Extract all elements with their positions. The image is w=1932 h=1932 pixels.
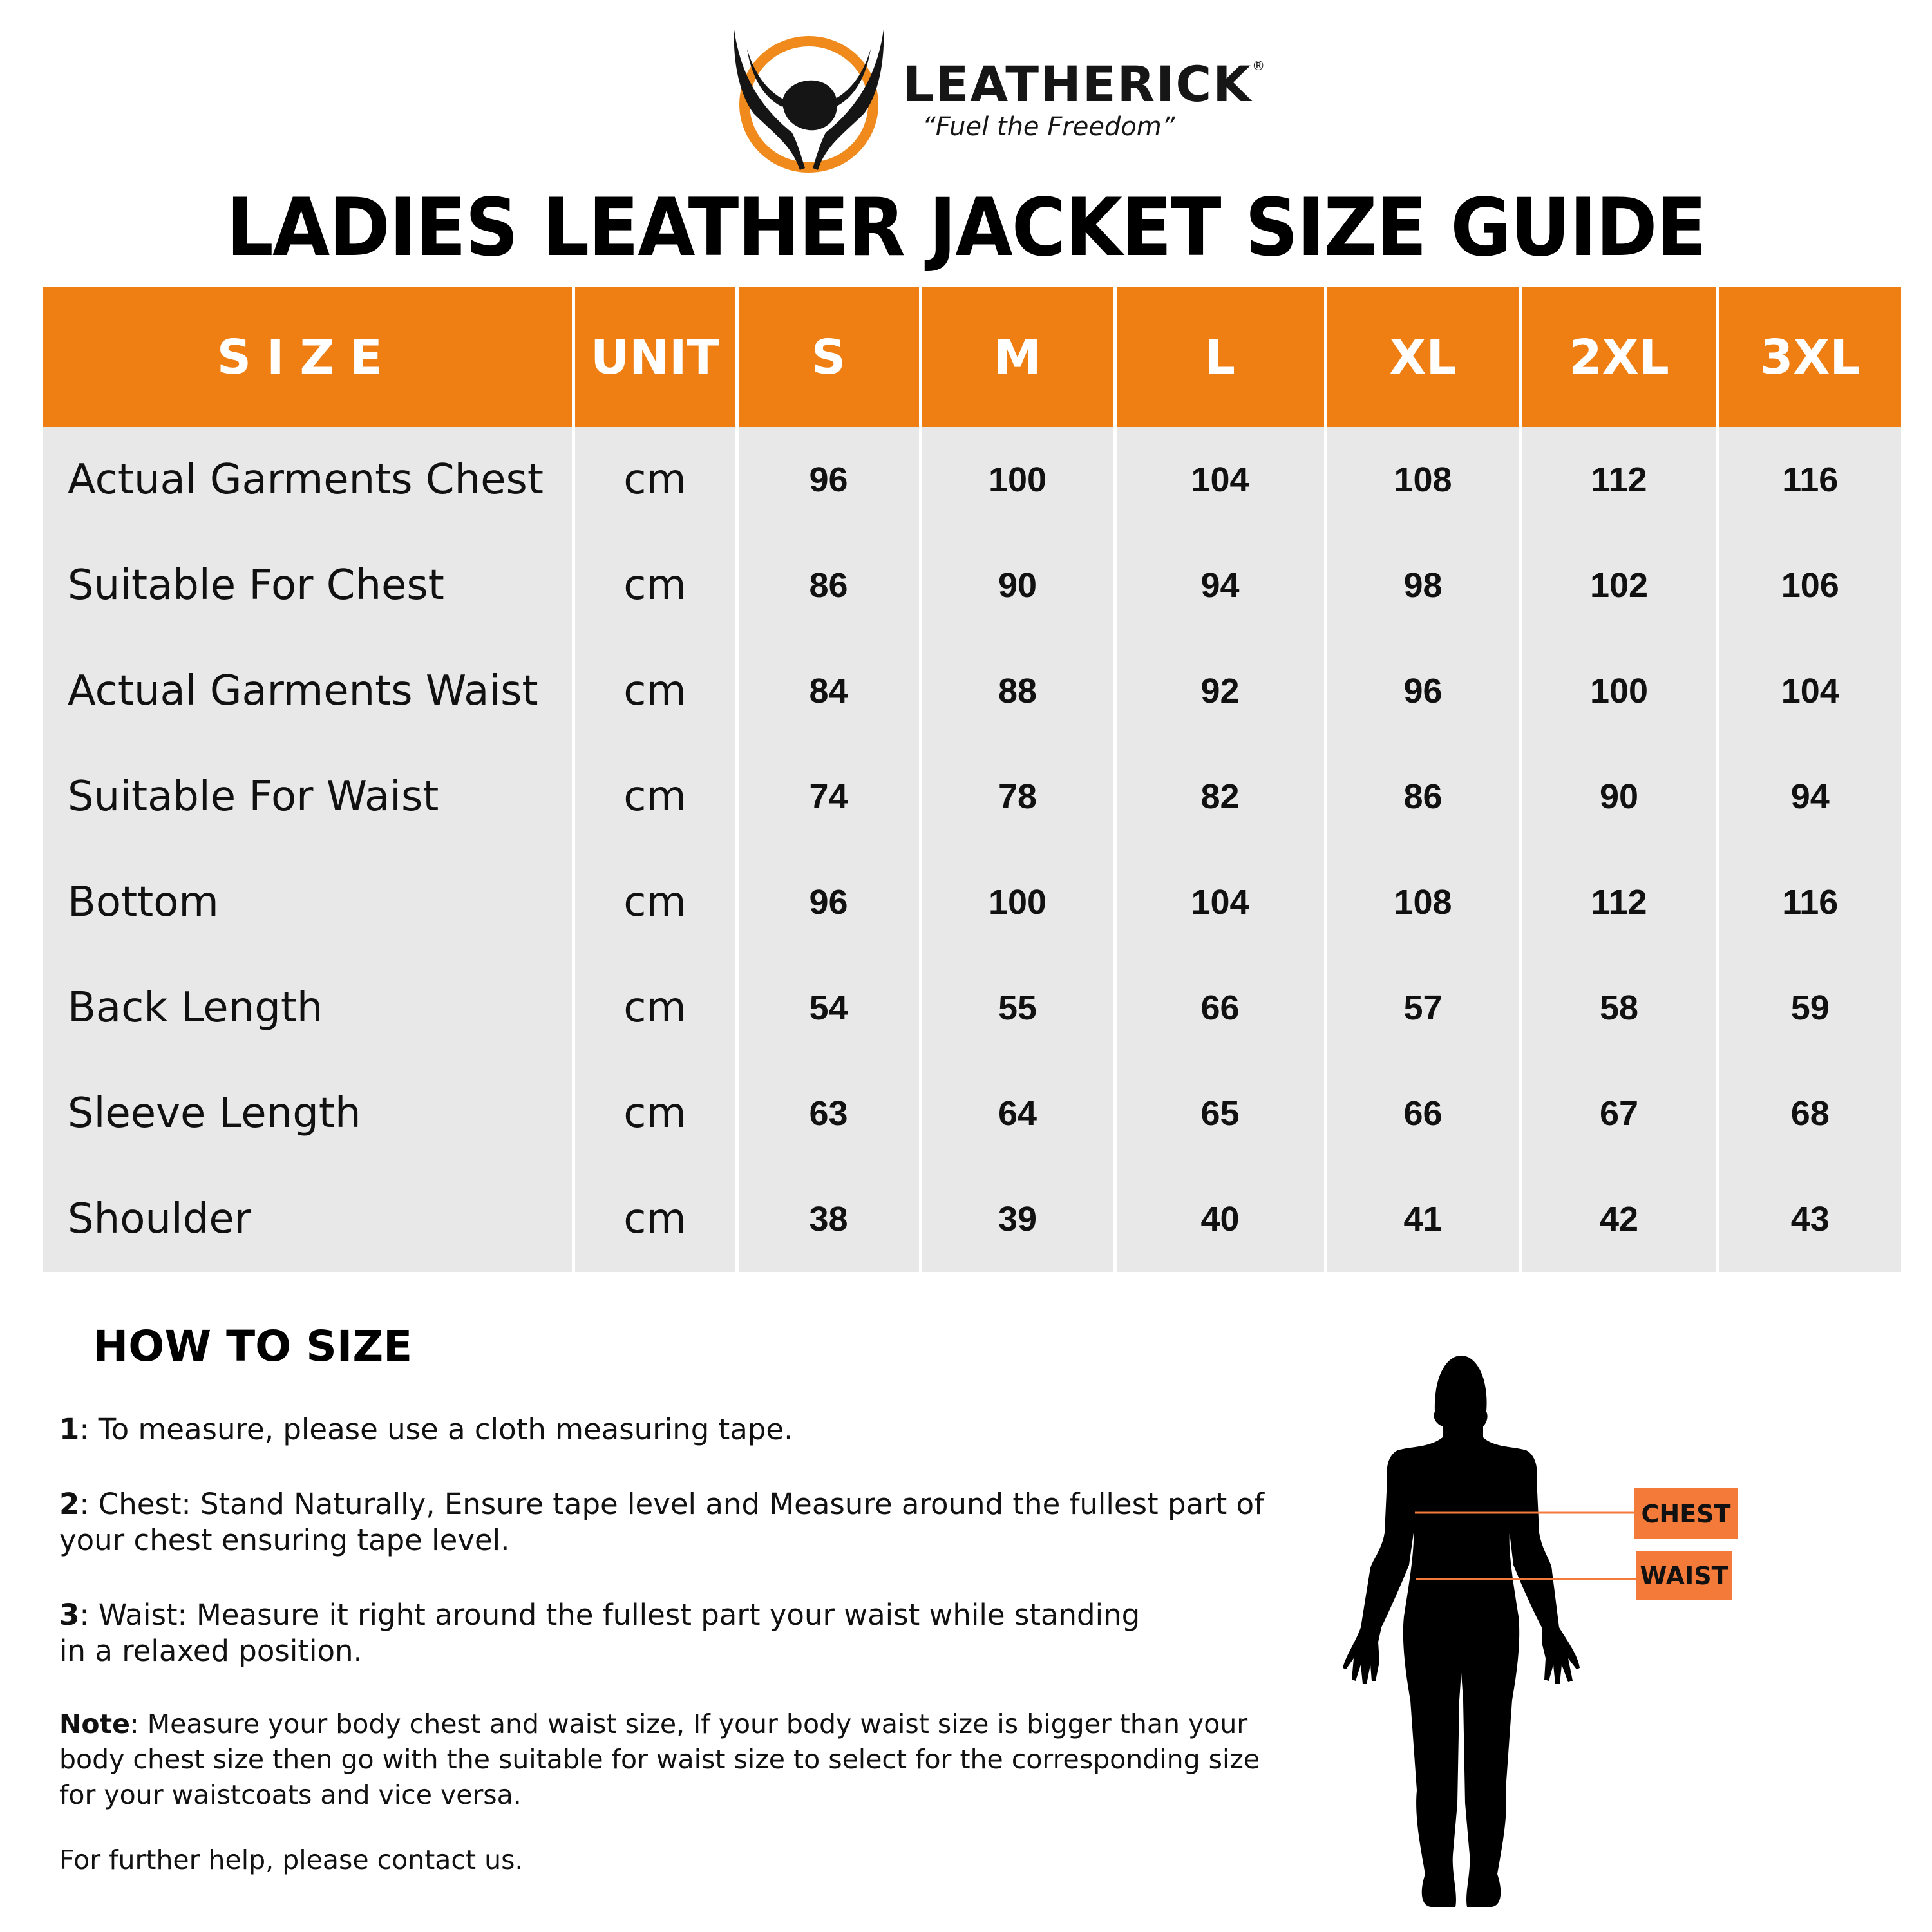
row-unit: cm [573, 427, 739, 533]
row-label: Back Length [43, 955, 575, 1061]
header-size: SIZE [43, 287, 575, 427]
size-value-cell: 96 [737, 427, 922, 533]
size-value-cell: 104 [1115, 427, 1327, 533]
size-value-cell: 40 [1115, 1166, 1327, 1272]
size-value-cell: 64 [920, 1061, 1117, 1166]
table-row: Bottom cm 96 100 104 108 112 116 [43, 849, 1901, 955]
header-m: M [920, 287, 1117, 427]
size-value-cell: 98 [1325, 533, 1522, 638]
step-3: 3: Waist: Measure it right around the fu… [59, 1598, 1141, 1668]
table-row: Shoulder cm 38 39 40 41 42 43 [43, 1166, 1901, 1272]
chest-label: CHEST [1642, 1500, 1731, 1528]
waist-label: WAIST [1640, 1562, 1728, 1590]
size-value-cell: 94 [1718, 744, 1901, 849]
size-value-cell: 90 [1520, 744, 1719, 849]
size-value-cell: 67 [1520, 1061, 1719, 1166]
brand-name: LEATHERICK® [903, 55, 1267, 113]
size-value-cell: 106 [1718, 533, 1901, 638]
row-unit: cm [573, 955, 739, 1061]
body-silhouette-icon [1343, 1356, 1580, 1907]
size-chart-table: SIZE UNIT S M L XL 2XL 3XL Actual Garmen… [43, 287, 1901, 1272]
header-2xl: 2XL [1520, 287, 1719, 427]
size-value-cell: 86 [1325, 744, 1522, 849]
row-label: Suitable For Waist [43, 744, 575, 849]
row-unit: cm [573, 533, 739, 638]
table-row: Suitable For Chest cm 86 90 94 98 102 106 [43, 533, 1901, 638]
row-unit: cm [573, 744, 739, 849]
row-unit: cm [573, 1166, 739, 1272]
size-value-cell: 112 [1520, 849, 1719, 955]
contact-note: For further help, please contact us. [59, 1844, 524, 1875]
size-value-cell: 94 [1115, 533, 1327, 638]
header-l: L [1115, 287, 1327, 427]
size-value-cell: 63 [737, 1061, 922, 1166]
leatherick-logo-emblem [734, 30, 884, 173]
waist-label-box [1636, 1551, 1732, 1600]
size-value-cell: 68 [1718, 1061, 1901, 1166]
size-value-cell: 100 [920, 427, 1117, 533]
table-row: Sleeve Length cm 63 64 65 66 67 68 [43, 1061, 1901, 1166]
header-unit: UNIT [573, 287, 739, 427]
table-row: Back Length cm 54 55 66 57 58 59 [43, 955, 1901, 1061]
size-value-cell: 78 [920, 744, 1117, 849]
row-unit: cm [573, 638, 739, 744]
size-value-cell: 58 [1520, 955, 1719, 1061]
step-1: 1: To measure, please use a cloth measur… [59, 1412, 793, 1446]
size-value-cell: 43 [1718, 1166, 1901, 1272]
table-row: Actual Garments Chest cm 96 100 104 108 112 116 [43, 427, 1901, 533]
size-value-cell: 112 [1520, 427, 1719, 533]
size-value-cell: 66 [1115, 955, 1327, 1061]
brand-tagline: “Fuel the Freedom” [922, 112, 1175, 142]
table-row: Suitable For Waist cm 74 78 82 86 90 94 [43, 744, 1901, 849]
size-value-cell: 116 [1718, 849, 1901, 955]
size-value-cell: 82 [1115, 744, 1327, 849]
size-value-cell: 84 [737, 638, 922, 744]
note: Note: Measure your body chest and waist … [59, 1709, 1260, 1810]
size-value-cell: 100 [1520, 638, 1719, 744]
size-value-cell: 54 [737, 955, 922, 1061]
size-value-cell: 41 [1325, 1166, 1522, 1272]
size-value-cell: 102 [1520, 533, 1719, 638]
size-value-cell: 59 [1718, 955, 1901, 1061]
size-value-cell: 65 [1115, 1061, 1327, 1166]
size-value-cell: 96 [737, 849, 922, 955]
row-label: Actual Garments Chest [43, 427, 575, 533]
row-label: Shoulder [43, 1166, 575, 1272]
size-value-cell: 66 [1325, 1061, 1522, 1166]
row-unit: cm [573, 849, 739, 955]
size-value-cell: 108 [1325, 849, 1522, 955]
row-label: Sleeve Length [43, 1061, 575, 1166]
size-value-cell: 108 [1325, 427, 1522, 533]
step-2: 2: Chest: Stand Naturally, Ensure tape l… [59, 1487, 1264, 1557]
header-s: S [737, 287, 922, 427]
size-value-cell: 55 [920, 955, 1117, 1061]
body-silhouette-figure: CHEST WAIST [1343, 1356, 1738, 1907]
size-value-cell: 88 [920, 638, 1117, 744]
header-xl: XL [1325, 287, 1522, 427]
size-value-cell: 39 [920, 1166, 1117, 1272]
size-value-cell: 74 [737, 744, 922, 849]
size-value-cell: 57 [1325, 955, 1522, 1061]
size-value-cell: 100 [920, 849, 1117, 955]
row-label: Suitable For Chest [43, 533, 575, 638]
size-value-cell: 116 [1718, 427, 1901, 533]
size-value-cell: 104 [1115, 849, 1327, 955]
size-value-cell: 96 [1325, 638, 1522, 744]
page-title: LADIES LEATHER JACKET SIZE GUIDE [226, 182, 1707, 274]
chest-label-box [1634, 1488, 1738, 1539]
size-value-cell: 38 [737, 1166, 922, 1272]
size-value-cell: 42 [1520, 1166, 1719, 1272]
row-label: Bottom [43, 849, 575, 955]
row-unit: cm [573, 1061, 739, 1166]
row-label: Actual Garments Waist [43, 638, 575, 744]
size-value-cell: 90 [920, 533, 1117, 638]
size-value-cell: 92 [1115, 638, 1327, 744]
how-to-size-heading: HOW TO SIZE [93, 1321, 413, 1371]
registered-mark: ® [1252, 58, 1267, 73]
size-value-cell: 104 [1718, 638, 1901, 744]
header-3xl: 3XL [1718, 287, 1901, 427]
table-header-row: SIZE UNIT S M L XL 2XL 3XL [43, 287, 1901, 427]
table-row: Actual Garments Waist cm 84 88 92 96 100 104 [43, 638, 1901, 744]
size-value-cell: 86 [737, 533, 922, 638]
